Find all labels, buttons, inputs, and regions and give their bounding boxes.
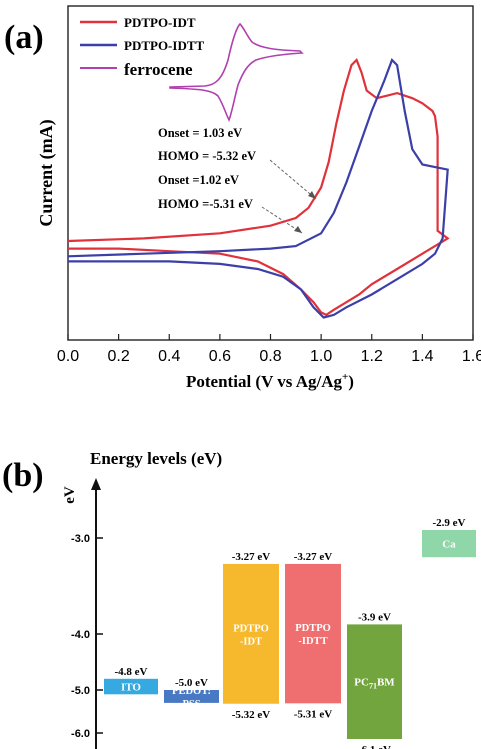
cv-x-tick-label: 1.6 xyxy=(462,348,481,365)
energy-bar-top-label: -3.9 eV xyxy=(358,611,391,623)
energy-bar-pdtpo-idtt xyxy=(285,563,341,704)
energy-bar-label: PSS xyxy=(182,699,200,710)
energy-bar-label: PEDOT: xyxy=(172,686,211,697)
cv-y-axis-label: Current (mA) xyxy=(36,119,57,226)
energy-y-ticks: -3.0 -4.0 -5.0 -6.0 xyxy=(71,533,103,740)
energy-y-tick-label: -6.0 xyxy=(71,728,90,740)
cv-x-tick-label: 1.4 xyxy=(411,348,433,365)
annotation-onset-idt: Onset = 1.03 eV xyxy=(158,126,242,140)
legend-label-pdtpo-idtt: PDTPO-IDTT xyxy=(124,38,205,53)
cv-x-tick-label: 0.4 xyxy=(158,348,180,365)
energy-bar-label: PDTPO xyxy=(295,623,331,634)
cv-x-tick-label: 0.8 xyxy=(259,348,281,365)
energy-bar-label: Ca xyxy=(442,539,456,551)
energy-bar-label: PC71BM xyxy=(354,677,395,691)
energy-y-tick-label: -3.0 xyxy=(71,533,90,545)
energy-bar-label: PDTPO xyxy=(233,623,269,634)
ferrocene-cv-curve xyxy=(169,22,304,122)
energy-bar-pedot-pss xyxy=(164,690,219,703)
energy-bar-label: -IDT xyxy=(240,636,262,647)
cv-panel: (a) Current (mA) 0.0 0.2 0.4 0.6 0.8 1.0 1.2 1.… xyxy=(4,5,481,391)
cv-x-tick-label: 0.2 xyxy=(108,348,130,365)
energy-bars: ITO -4.8 eV PEDOT: PSS -5.0 eV PDTPO -IDT -3.27… xyxy=(104,517,476,749)
energy-bar-top-label: -2.9 eV xyxy=(433,517,466,529)
cv-x-tick-label: 1.0 xyxy=(310,348,332,365)
energy-y-axis-label: eV xyxy=(62,486,78,504)
energy-bar-pc71bm xyxy=(347,624,402,739)
annotation-homo-idtt: HOMO =-5.31 eV xyxy=(158,197,253,211)
energy-y-tick-label: -4.0 xyxy=(71,629,90,641)
energy-bar-pdtpo-idt xyxy=(223,563,279,704)
energy-title: Energy levels (eV) xyxy=(90,449,222,468)
pdtpo-idt-cv-curve xyxy=(67,58,450,317)
legend-label-ferrocene: ferrocene xyxy=(124,60,193,79)
energy-bar-top-label: -3.27 eV xyxy=(232,551,271,563)
cv-x-axis-label: Potential (V vs Ag/Ag+) xyxy=(186,371,354,391)
energy-bar-bottom-label: -5.32 eV xyxy=(232,709,271,721)
energy-bar-bottom-label: -6.1 eV xyxy=(358,744,391,749)
energy-bar-top-label: -5.0 eV xyxy=(175,677,208,689)
energy-bar-top-label: -4.8 eV xyxy=(115,666,148,678)
cv-x-tick-label: 0.0 xyxy=(57,348,79,365)
energy-bar-ca xyxy=(422,530,476,558)
arrow-head-icon xyxy=(294,226,302,233)
legend-label-pdtpo-idt: PDTPO-IDT xyxy=(124,15,196,30)
energy-bar-label: ITO xyxy=(121,682,141,694)
annotation-homo-idt: HOMO = -5.32 eV xyxy=(158,149,256,163)
cv-x-tick-label: 1.2 xyxy=(361,348,383,365)
annotation-onset-idtt: Onset =1.02 eV xyxy=(158,173,239,187)
pdtpo-idtt-cv-curve xyxy=(67,58,449,319)
energy-bar-label: -IDTT xyxy=(298,636,327,647)
axis-arrow-icon xyxy=(91,478,101,490)
panel-b-label: (b) xyxy=(2,457,44,494)
energy-bar-ito xyxy=(104,678,158,695)
panel-a-label: (a) xyxy=(4,19,44,56)
energy-y-tick-label: -5.0 xyxy=(71,685,90,697)
arrow-head-icon xyxy=(308,191,316,199)
energy-bar-bottom-label: -5.31 eV xyxy=(294,708,333,720)
cv-x-ticks: 0.0 0.2 0.4 0.6 0.8 1.0 1.2 1.4 1.6 xyxy=(57,334,481,365)
cv-x-tick-label: 0.6 xyxy=(209,348,231,365)
annotation-arrow-idt xyxy=(269,159,317,200)
energy-level-panel: (b) Energy levels (eV) eV -3.0 -4.0 -5.0 -6… xyxy=(2,449,476,749)
energy-bar-top-label: -3.27 eV xyxy=(294,551,333,563)
annotation-arrow-idtt xyxy=(261,206,303,234)
